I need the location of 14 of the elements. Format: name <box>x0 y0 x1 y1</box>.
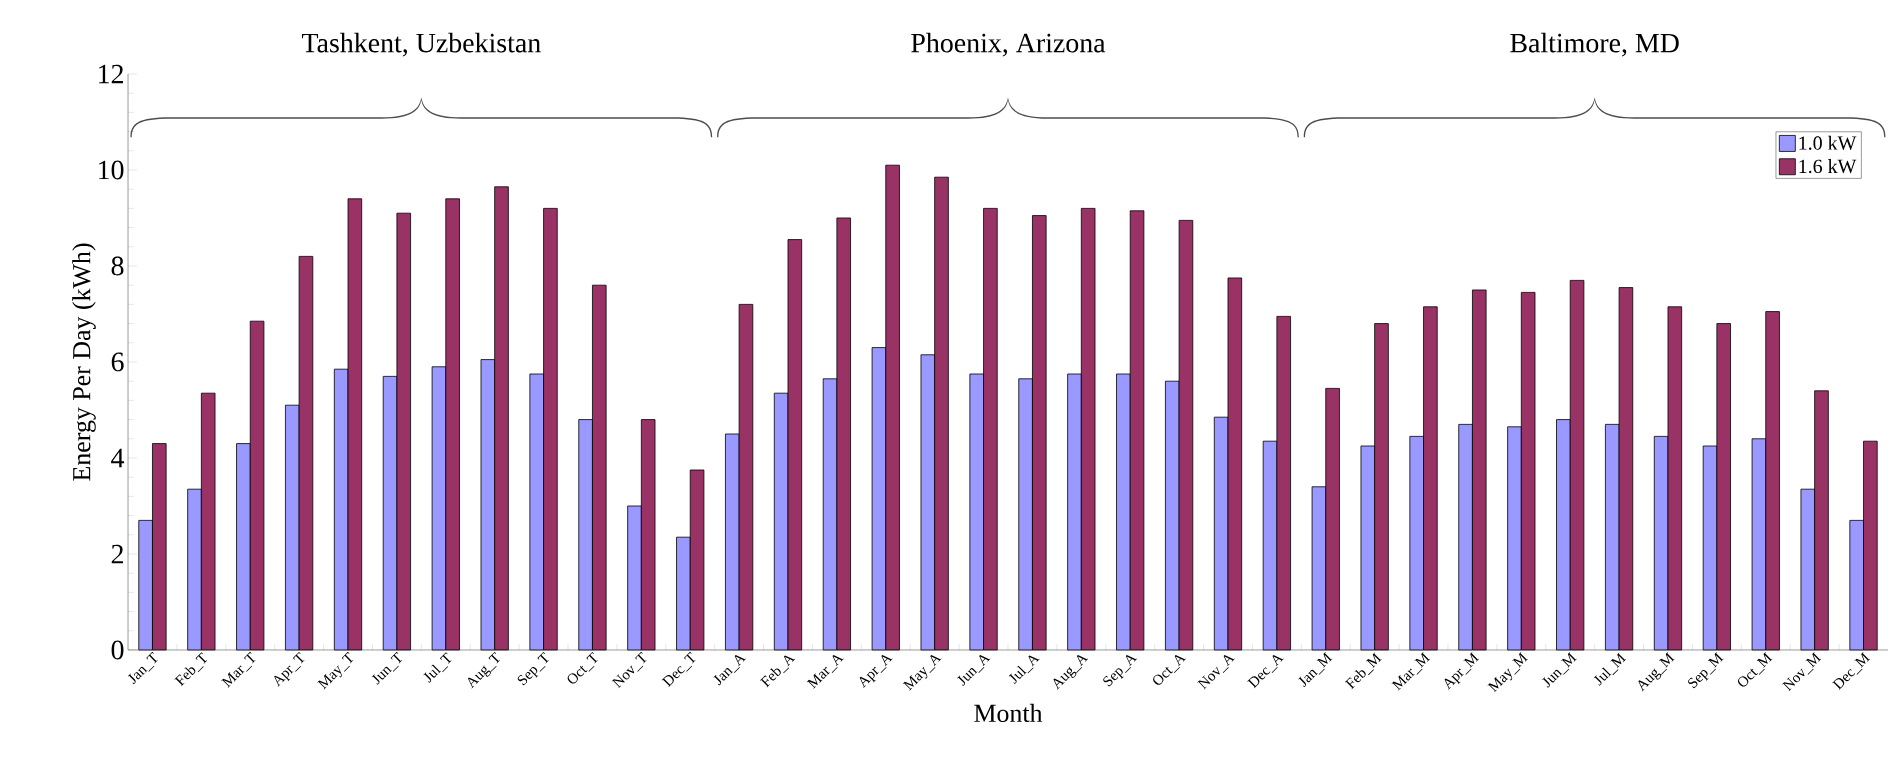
text: Tashkent, Uzbekistan <box>301 32 541 57</box>
y-tick-label: 8 <box>111 256 124 276</box>
y-axis-title: Energy Per Day (kWh) <box>72 243 96 481</box>
y-tick-label: 12 <box>99 64 123 84</box>
legend-label: 1.6 kW <box>1799 159 1857 174</box>
y-tick-label: 0 <box>111 640 124 660</box>
text: Phoenix, Arizona <box>911 32 1106 57</box>
legend-label: 1.0 kW <box>1799 135 1857 150</box>
y-tick-label: 2 <box>111 544 123 564</box>
text: Baltimore, MD <box>1510 32 1679 57</box>
y-tick-label: 4 <box>111 448 125 468</box>
x-axis-title: Month <box>974 703 1043 723</box>
y-tick-label: 6 <box>111 352 124 372</box>
y-tick-label: 10 <box>99 160 124 180</box>
